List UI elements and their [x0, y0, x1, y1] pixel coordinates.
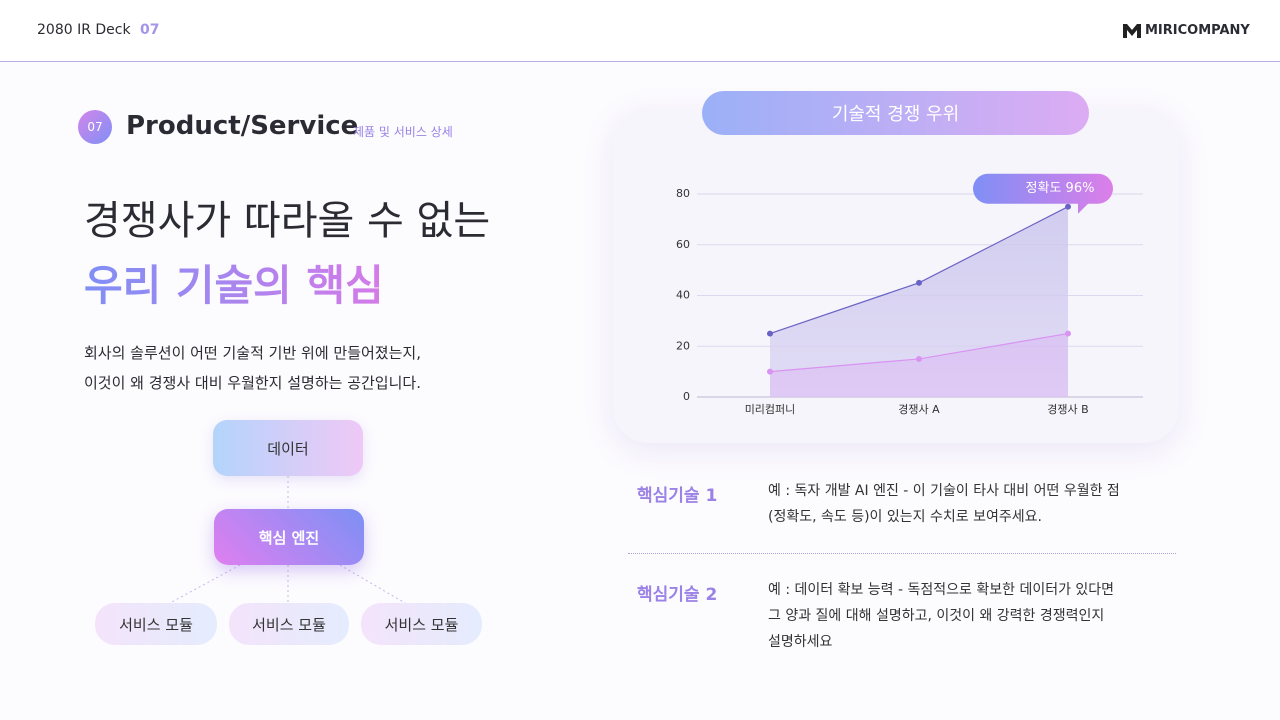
tech-label: 핵심기술 2 [637, 585, 718, 605]
point [1065, 203, 1071, 210]
diagram-node: 서비스 모듈 [361, 603, 482, 645]
diagram-node: 서비스 모듈 [229, 603, 349, 645]
point [916, 355, 922, 362]
y-tick-label: 80 [676, 187, 690, 200]
x-tick-label: 미리컴퍼니 [745, 403, 796, 416]
page-number: 07 [140, 22, 160, 38]
area [770, 333, 1068, 397]
section-subtitle: 제품 및 서비스 상세 [353, 125, 453, 139]
tech-line: 예 : 데이터 확보 능력 - 독점적으로 확보한 데이터가 있다면 [768, 582, 1115, 598]
diagram-node: 서비스 모듈 [95, 603, 217, 645]
tech-line: 그 양과 질에 대해 설명하고, 이것이 왜 강력한 경쟁력인지 [768, 608, 1105, 624]
description-line: 회사의 솔루션이 어떤 기술적 기반 위에 만들어졌는지, [84, 344, 421, 362]
annotation: 정확도 96% [973, 173, 1114, 214]
tech-description: 예 : 데이터 확보 능력 - 독점적으로 확보한 데이터가 있다면 그 양과 … [768, 577, 1114, 655]
y-tick-label: 40 [676, 289, 690, 302]
x-tick-label: 경쟁사 B [1047, 403, 1088, 416]
header: 2080 IR Deck 07 MIRICOMPANY [0, 0, 1280, 62]
diagram-connectors [169, 476, 406, 604]
y-tick-label: 0 [683, 390, 690, 403]
point [767, 330, 773, 337]
point [1065, 330, 1071, 337]
x-tick-label: 경쟁사 A [898, 403, 940, 416]
deck-title: 2080 IR Deck [37, 22, 131, 38]
diagram-node: 핵심 엔진 [214, 509, 364, 565]
chart: 0 20 40 60 80 미리컴퍼니 경쟁사 A 경쟁사 B 정확도 96% [676, 173, 1143, 416]
tech-description: 예 : 독자 개발 AI 엔진 - 이 기술이 타사 대비 어떤 우월한 점 (… [768, 478, 1120, 530]
divider [628, 553, 1176, 554]
section-badge: 07 [78, 110, 112, 144]
tech-line: (정확도, 속도 등)이 있는지 수치로 보여주세요. [768, 509, 1042, 525]
y-tick-label: 20 [676, 339, 690, 352]
headline-highlight: 우리 기술의 핵심 [84, 252, 384, 313]
section-title: Product/Service [126, 111, 359, 141]
logo-mark [1123, 24, 1141, 38]
chart-title: 기술적 경쟁 우위 [702, 91, 1089, 135]
tech-label: 핵심기술 1 [637, 486, 718, 506]
tech-line: 설명하세요 [768, 634, 833, 650]
annotation-text: 정확도 96% [1026, 181, 1095, 196]
logo: MIRICOMPANY [1145, 23, 1250, 38]
headline: 경쟁사가 따라올 수 없는 [84, 198, 491, 244]
diagram-node: 데이터 [213, 420, 363, 476]
tech-line: 예 : 독자 개발 AI 엔진 - 이 기술이 타사 대비 어떤 우월한 점 [768, 483, 1120, 499]
area [770, 206, 1068, 397]
point [916, 279, 922, 286]
y-tick-label: 60 [676, 238, 690, 251]
description-line: 이것이 왜 경쟁사 대비 우월한지 설명하는 공간입니다. [84, 374, 421, 392]
point [767, 368, 773, 375]
description: 회사의 솔루션이 어떤 기술적 기반 위에 만들어졌는지, 이것이 왜 경쟁사 … [84, 338, 421, 398]
annotation-bubble [973, 173, 1114, 214]
